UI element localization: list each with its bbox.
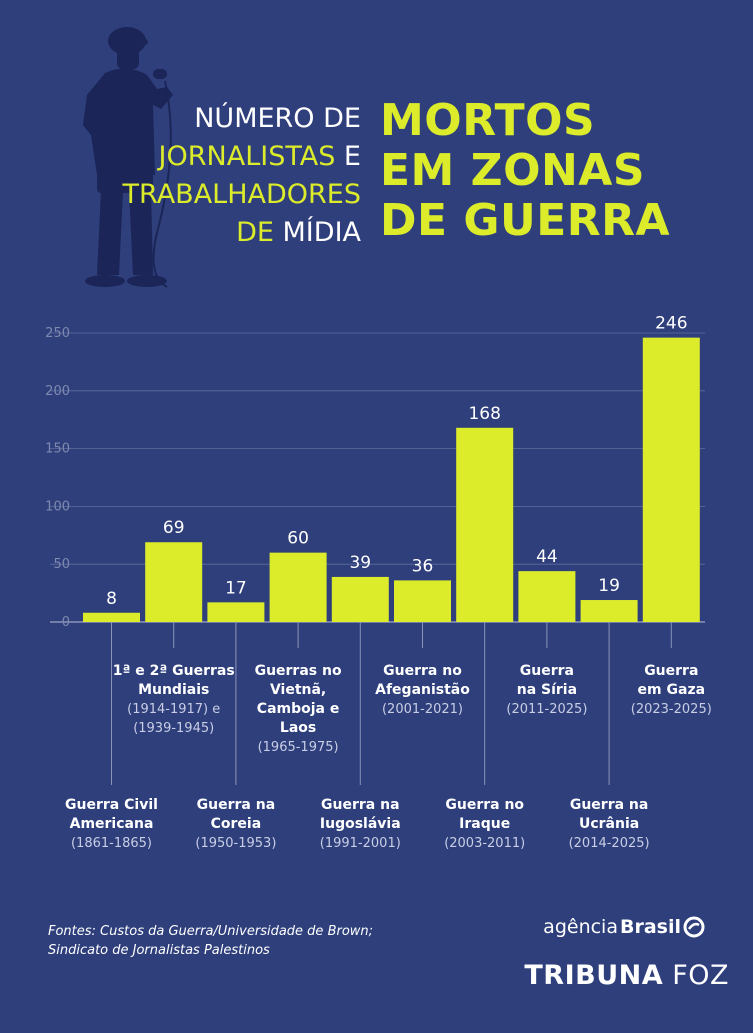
- y-tick-label: 150: [45, 442, 70, 457]
- title-midia: MÍDIA: [282, 217, 361, 248]
- agencia-text: agência: [543, 916, 618, 938]
- category-name-label: Guerra na: [570, 797, 649, 813]
- bar-value-label: 8: [106, 589, 117, 609]
- bar: [83, 612, 140, 622]
- category-name-label: Afeganistão: [375, 682, 470, 698]
- bar: [331, 576, 389, 622]
- category-name-label: Iugoslávia: [320, 816, 401, 832]
- sources-line-1: Fontes: Custos da Guerra/Universidade de…: [48, 924, 374, 939]
- bar: [269, 552, 327, 622]
- y-tick-label: 200: [45, 384, 70, 399]
- bar-value-label: 246: [655, 314, 687, 334]
- title-right-line-2: EM ZONAS: [380, 145, 646, 196]
- category-period-label: (2014-2025): [569, 836, 650, 851]
- title-right: MORTOS EM ZONAS DE GUERRA: [380, 96, 670, 246]
- category-name-label: Mundiais: [138, 682, 209, 698]
- bar-chart: 0 50 100 150 200 250 8 Guerra Civil Americana (18…: [45, 314, 712, 851]
- category-name-label: Guerra na: [197, 797, 276, 813]
- bar: [642, 337, 700, 622]
- category-name-label: Guerras no: [255, 663, 342, 679]
- category-period-label: (1914-1917) e: [127, 702, 220, 717]
- title-line-4: DE MÍDIA: [123, 214, 361, 252]
- category-name-label: Coreia: [211, 816, 262, 832]
- y-tick-label: 0: [62, 615, 70, 630]
- title-line-3: TRABALHADORES: [122, 179, 361, 210]
- title-right-line-1: MORTOS: [380, 95, 596, 146]
- category-period-label: (1991-2001): [320, 836, 401, 851]
- agencia-brasil-logo: agência Brasil: [543, 916, 705, 938]
- category-period-label: (2011-2025): [506, 702, 587, 717]
- category-name-label: Guerra no: [383, 663, 462, 679]
- category-period-label: (1965-1975): [258, 740, 339, 755]
- tribuna-text: TRIBUNA: [524, 960, 664, 991]
- bar: [394, 580, 451, 622]
- category-period-label: (1939-1945): [133, 721, 214, 736]
- category-name-label: Laos: [280, 720, 316, 736]
- y-tick-label: 250: [45, 326, 70, 341]
- sources: Fontes: Custos da Guerra/Universidade de…: [48, 922, 373, 960]
- tribuna-foz-logo: TRIBUNA FOZ: [524, 960, 729, 991]
- category-name-label: Camboja e: [257, 701, 340, 717]
- category-period-label: (1950-1953): [195, 836, 276, 851]
- y-tick-label: 50: [53, 557, 70, 572]
- bar-value-label: 69: [163, 518, 185, 538]
- journalist-silhouette-icon: [83, 27, 173, 288]
- bar-value-label: 36: [412, 556, 434, 576]
- title-right-line-3: DE GUERRA: [380, 195, 671, 246]
- category-name-label: Iraque: [459, 816, 510, 832]
- title-line-1: NÚMERO DE: [194, 103, 361, 134]
- bar-value-label: 168: [468, 404, 500, 424]
- agencia-brasil-mark-icon: [683, 916, 705, 938]
- title-left: NÚMERO DE JORNALISTAS E TRABALHADORES DE…: [123, 100, 361, 252]
- category-period-label: (1861-1865): [71, 836, 152, 851]
- category-period-label: (2003-2011): [444, 836, 525, 851]
- category-name-label: Guerra na: [321, 797, 400, 813]
- bar-value-label: 60: [287, 529, 309, 549]
- bar: [207, 602, 265, 622]
- title-de: DE: [236, 217, 283, 248]
- title-e: E: [335, 141, 361, 172]
- category-period-label: (2023-2025): [631, 702, 712, 717]
- category-period-label: (2001-2021): [382, 702, 463, 717]
- category-name-label: 1ª e 2ª Guerras: [113, 663, 235, 679]
- category-name-label: Guerra: [644, 663, 698, 679]
- bar-value-label: 19: [598, 576, 620, 596]
- category-name-label: Guerra Civil: [65, 797, 158, 813]
- category-name-label: Guerra: [520, 663, 574, 679]
- foz-text: FOZ: [663, 960, 729, 991]
- bar: [456, 427, 514, 622]
- brasil-text: Brasil: [619, 916, 681, 938]
- category-name-label: em Gaza: [638, 682, 706, 698]
- sources-line-2: Sindicato de Jornalistas Palestinos: [48, 943, 270, 958]
- bar-value-label: 44: [536, 547, 558, 567]
- bar-value-label: 39: [349, 553, 371, 573]
- category-name-label: na Síria: [517, 682, 577, 698]
- category-name-label: Americana: [70, 816, 154, 832]
- bar: [580, 600, 638, 622]
- title-jornalistas: JORNALISTAS: [158, 141, 336, 172]
- category-name-label: Guerra no: [445, 797, 524, 813]
- category-name-label: Ucrânia: [579, 816, 639, 832]
- title-line-2: JORNALISTAS E: [123, 138, 361, 176]
- bar: [145, 542, 203, 622]
- bar-value-label: 17: [225, 578, 247, 598]
- y-tick-label: 100: [45, 499, 70, 514]
- category-name-label: Vietnã,: [270, 682, 326, 698]
- bar: [518, 571, 576, 622]
